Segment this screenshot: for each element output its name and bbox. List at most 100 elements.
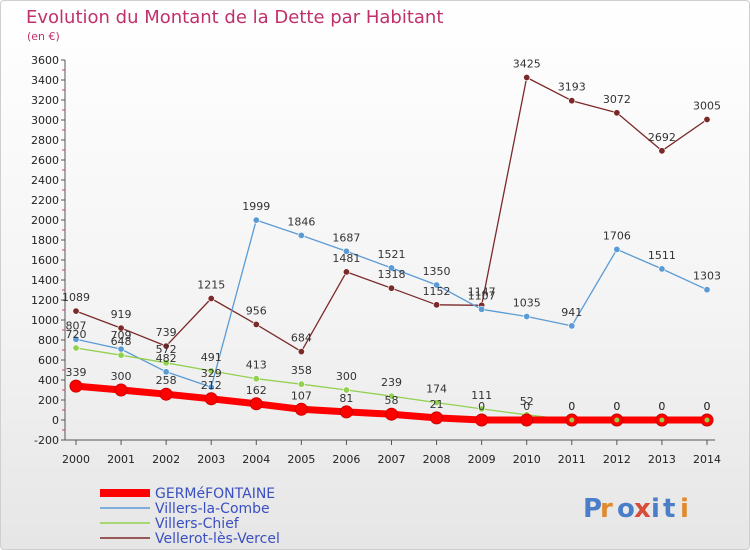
data-label-2: 239 <box>381 376 402 389</box>
series-point-3 <box>117 324 125 332</box>
data-label-1: 709 <box>111 329 132 342</box>
series-point-1 <box>297 231 305 239</box>
series-point-3 <box>297 348 305 356</box>
series-point-0 <box>249 397 263 411</box>
data-label-1: 482 <box>156 352 177 365</box>
y-tick-label: -200 <box>34 434 59 447</box>
series-point-2 <box>252 375 260 383</box>
data-label-3: 3193 <box>558 81 586 94</box>
series-point-3 <box>342 268 350 276</box>
series-point-1 <box>658 265 666 273</box>
logo-letter: P <box>583 494 602 524</box>
logo-letter: x <box>634 494 651 524</box>
series-point-2 <box>433 399 441 407</box>
series-point-3 <box>433 301 441 309</box>
data-label-3: 1152 <box>423 285 451 298</box>
series-point-2 <box>162 359 170 367</box>
data-labels: 1089 919 739 1215 956 684 1481 1318 1152 1147 3425… <box>62 58 721 414</box>
data-label-3: 1318 <box>378 268 406 281</box>
series-point-1 <box>703 286 711 294</box>
data-label-2: 491 <box>201 351 222 364</box>
data-label-2: 300 <box>336 370 357 383</box>
data-label-0: 0 <box>568 400 575 413</box>
x-tick-label: 2001 <box>107 453 135 466</box>
logo-letter: r <box>600 494 613 524</box>
data-label-0: 21 <box>430 398 444 411</box>
data-label-3: 3005 <box>693 100 721 113</box>
series-layer <box>69 74 714 427</box>
series-point-0 <box>159 387 173 401</box>
x-tick-label: 2014 <box>693 453 721 466</box>
data-label-1: 1521 <box>378 248 406 261</box>
series-point-1 <box>342 247 350 255</box>
series-point-1 <box>252 216 260 224</box>
data-label-3: 2692 <box>648 131 676 144</box>
series-point-2 <box>207 367 215 375</box>
series-point-3 <box>523 74 531 82</box>
series-point-1 <box>478 305 486 313</box>
logo-letter: t <box>663 494 675 524</box>
x-tick-label: 2008 <box>423 453 451 466</box>
data-label-2: 358 <box>291 364 312 377</box>
series-point-1 <box>207 383 215 391</box>
data-label-3: 3072 <box>603 93 631 106</box>
series-point-0 <box>114 383 128 397</box>
x-tick-label: 2005 <box>287 453 315 466</box>
legend-label-0: GERMéFONTAINE <box>155 486 275 502</box>
logo-letter: i <box>651 494 660 524</box>
series-point-0 <box>204 392 218 406</box>
series-point-3 <box>162 342 170 350</box>
legend-label-3: Vellerot-lès-Vercel <box>155 531 280 547</box>
data-label-1: 1687 <box>332 231 360 244</box>
series-point-3 <box>658 147 666 155</box>
data-label-2: 648 <box>111 335 132 348</box>
data-label-1: 941 <box>561 306 582 319</box>
x-tick-label: 2002 <box>152 453 180 466</box>
data-label-0: 0 <box>704 400 711 413</box>
y-tick-label: 1400 <box>31 274 59 287</box>
y-tick-label: 3000 <box>31 114 59 127</box>
series-point-3 <box>568 97 576 105</box>
data-label-0: 212 <box>201 379 222 392</box>
data-label-1: 1999 <box>242 200 270 213</box>
data-label-1: 1511 <box>648 249 676 262</box>
data-label-1: 1846 <box>287 215 315 228</box>
y-tick-label: 800 <box>38 334 59 347</box>
series-point-0 <box>520 413 534 427</box>
data-label-0: 0 <box>613 400 620 413</box>
y-tick-label: 1000 <box>31 314 59 327</box>
series-point-0 <box>385 407 398 421</box>
data-label-3: 919 <box>111 308 132 321</box>
y-tick-label: 2200 <box>31 194 59 207</box>
x-tick-label: 2010 <box>513 453 541 466</box>
data-label-0: 0 <box>658 400 665 413</box>
series-point-3 <box>252 320 260 328</box>
series-point-1 <box>162 368 170 376</box>
data-label-1: 1107 <box>468 289 496 302</box>
series-point-1 <box>613 245 621 253</box>
y-tick-label: 400 <box>38 374 59 387</box>
data-label-2: 720 <box>66 328 87 341</box>
series-point-3 <box>387 284 395 292</box>
data-label-3: 1147 <box>468 285 496 298</box>
data-label-0: 300 <box>111 370 132 383</box>
chart-title: Evolution du Montant de la Dette par Hab… <box>26 7 443 28</box>
legend-label-1: Villers-la-Combe <box>155 501 270 517</box>
data-label-1: 807 <box>66 319 87 332</box>
x-tick-label: 2013 <box>648 453 676 466</box>
proxiti-logo: Pr o x i t i <box>583 494 689 524</box>
y-tick-label: 3600 <box>31 54 59 67</box>
data-label-3: 3425 <box>513 58 541 71</box>
data-label-1: 1035 <box>513 297 541 310</box>
series-point-2 <box>297 380 305 388</box>
data-label-0: 81 <box>339 392 353 405</box>
series-point-1 <box>387 264 395 272</box>
series-point-0 <box>339 405 353 419</box>
series-point-2 <box>387 392 395 400</box>
data-label-2: 0 <box>704 400 711 413</box>
y-tick-label: 1200 <box>31 294 59 307</box>
data-label-3: 739 <box>156 326 177 339</box>
x-tick-label: 2011 <box>558 453 586 466</box>
